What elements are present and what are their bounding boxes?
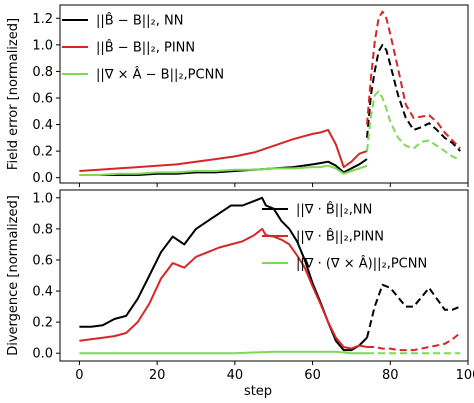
x-tick-label: 100	[456, 368, 474, 383]
y-tick-label: 0.2	[32, 145, 53, 160]
x-tick-label: 0	[75, 368, 83, 383]
series-3	[79, 350, 461, 355]
y-axis-label: Divergence [normalized]	[6, 195, 21, 356]
y-tick-label: 1.2	[32, 12, 53, 27]
plot-frame	[59, 189, 469, 362]
series-2	[79, 10, 461, 172]
series-1	[79, 196, 461, 352]
series-line-solid	[79, 196, 368, 352]
plot-frame	[59, 4, 469, 184]
panel-1: 0.0 0.2 0.4 0.6 0.8 1.0 1.2 Field error [normal…	[6, 4, 469, 187]
legend: ||B̂ − B||₂, NN ||B̂ − B||₂, PINN ||∇ × Â …	[62, 13, 224, 83]
legend-label: ||∇ · B̂||₂,NN	[296, 202, 372, 217]
y-tick-label: 0.8	[32, 222, 53, 237]
series-1	[79, 43, 461, 176]
y-tick-label: 0.8	[32, 65, 53, 80]
series-line-dashed	[366, 283, 461, 338]
series-line-solid	[79, 227, 368, 350]
y-tick-label: 1.0	[32, 191, 53, 206]
legend-label: ||B̂ − B||₂, NN	[96, 13, 183, 28]
y-tick-label: 0.2	[32, 316, 53, 331]
series-line-dashed	[366, 43, 461, 152]
y-tick-label: 0.4	[32, 118, 53, 133]
y-tick-label: 1.0	[32, 38, 53, 53]
y-tick-label: 0.0	[32, 171, 53, 186]
series-line-solid	[79, 128, 368, 172]
x-tick-label: 60	[304, 368, 321, 383]
y-axis-label: Field error [normalized]	[6, 18, 21, 170]
legend-label: ||∇ · B̂||₂,PINN	[296, 229, 384, 244]
legend-label: ||B̂ − B||₂, PINN	[96, 40, 195, 55]
series-line-dashed	[366, 90, 461, 162]
legend: ||∇ · B̂||₂,NN ||∇ · B̂||₂,PINN ||∇ · (∇ ×…	[262, 202, 427, 272]
x-tick-label: 20	[149, 368, 166, 383]
x-tick-label: 40	[227, 368, 244, 383]
panel-2: 0.0 0.2 0.4 0.6 0.8 1.0 0 20 40 60 80 100 Divergence…	[6, 189, 474, 399]
legend-label: ||∇ × Â − B||₂,PCNN	[96, 67, 224, 83]
series-3	[79, 90, 461, 176]
series-line-solid	[79, 350, 367, 355]
legend-label: ||∇ · (∇ × Â)||₂,PCNN	[296, 256, 427, 272]
y-tick-label: 0.6	[32, 91, 53, 106]
series-line-dashed	[366, 10, 461, 150]
series-line-solid	[79, 164, 368, 176]
y-tick-label: 0.6	[32, 253, 53, 268]
x-axis-label: step	[244, 384, 272, 399]
y-tick-label: 0.0	[32, 347, 53, 362]
y-tick-label: 0.4	[32, 285, 53, 300]
series-line-dashed	[367, 332, 461, 352]
series-2	[79, 227, 461, 352]
x-tick-label: 80	[382, 368, 399, 383]
